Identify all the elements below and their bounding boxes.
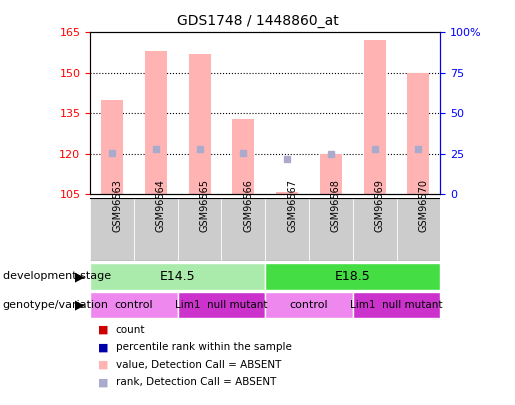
Bar	[90, 198, 134, 261]
Text: GSM96569: GSM96569	[374, 179, 385, 232]
Bar	[188, 54, 211, 194]
Text: GSM96566: GSM96566	[243, 179, 253, 232]
Text: control: control	[114, 300, 153, 310]
Text: control: control	[289, 300, 329, 310]
Bar	[221, 198, 265, 261]
Text: Lim1  null mutant: Lim1 null mutant	[175, 300, 268, 310]
Text: GSM96568: GSM96568	[331, 179, 341, 232]
Text: E14.5: E14.5	[160, 270, 196, 283]
Bar	[134, 198, 178, 261]
Bar	[353, 198, 397, 261]
Bar	[101, 100, 123, 194]
Bar	[397, 198, 440, 261]
Bar	[265, 263, 440, 290]
Text: percentile rank within the sample: percentile rank within the sample	[116, 343, 292, 352]
Bar	[353, 292, 440, 318]
Text: GSM96567: GSM96567	[287, 179, 297, 232]
Text: GSM96564: GSM96564	[156, 179, 166, 232]
Text: genotype/variation: genotype/variation	[3, 300, 109, 310]
Bar	[309, 198, 353, 261]
Text: ■: ■	[98, 325, 108, 335]
Text: development stage: development stage	[3, 271, 111, 281]
Bar	[232, 119, 254, 194]
Text: GDS1748 / 1448860_at: GDS1748 / 1448860_at	[177, 14, 338, 28]
Text: count: count	[116, 325, 145, 335]
Bar	[265, 198, 309, 261]
Text: GSM96570: GSM96570	[418, 179, 428, 232]
Bar	[364, 40, 386, 194]
Text: value, Detection Call = ABSENT: value, Detection Call = ABSENT	[116, 360, 281, 370]
Bar	[178, 198, 221, 261]
Text: Lim1  null mutant: Lim1 null mutant	[350, 300, 443, 310]
Bar	[178, 292, 265, 318]
Bar	[407, 73, 430, 194]
Bar	[265, 292, 353, 318]
Text: ■: ■	[98, 343, 108, 352]
Text: ▶: ▶	[75, 270, 85, 283]
Text: GSM96563: GSM96563	[112, 179, 122, 232]
Text: E18.5: E18.5	[335, 270, 371, 283]
Text: rank, Detection Call = ABSENT: rank, Detection Call = ABSENT	[116, 377, 276, 387]
Text: ■: ■	[98, 360, 108, 370]
Text: ■: ■	[98, 377, 108, 387]
Bar	[145, 51, 167, 194]
Bar	[90, 263, 265, 290]
Text: ▶: ▶	[75, 298, 85, 311]
Bar	[90, 292, 178, 318]
Bar	[320, 154, 342, 194]
Text: GSM96565: GSM96565	[200, 179, 210, 232]
Bar	[276, 192, 298, 194]
